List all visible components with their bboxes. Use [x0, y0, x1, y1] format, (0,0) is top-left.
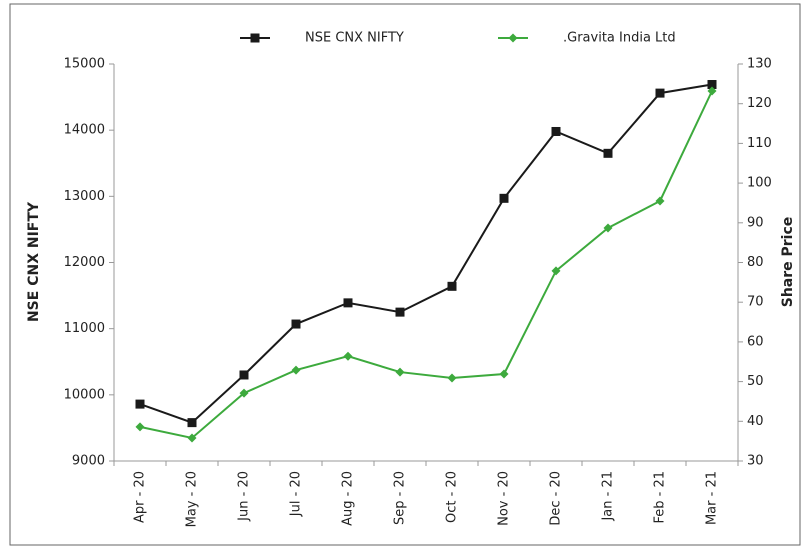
y2-tick-label: 110	[747, 136, 772, 151]
marker	[707, 86, 717, 96]
y-tick-label: 12000	[64, 255, 105, 270]
x-tick-label: Jul - 20	[289, 471, 304, 517]
x-tick-label: Oct - 20	[445, 471, 460, 523]
y2-tick-label: 50	[747, 374, 764, 389]
marker	[508, 33, 518, 43]
y2-tick-label: 70	[747, 295, 764, 310]
marker	[187, 433, 197, 443]
y-tick-label: 11000	[64, 321, 105, 336]
marker	[655, 88, 665, 98]
y2-tick-label: 130	[747, 57, 772, 72]
y-tick-label: 15000	[64, 57, 105, 72]
series-line	[139, 90, 713, 440]
marker	[499, 369, 509, 379]
marker	[603, 223, 613, 233]
y-tick-label: 13000	[64, 189, 105, 204]
frame	[9, 3, 801, 546]
y-tick-label: 14000	[64, 123, 105, 138]
marker	[239, 388, 249, 398]
x-tick-label: May - 20	[185, 471, 200, 527]
x-tick-label: Sep - 20	[393, 471, 408, 525]
marker	[291, 365, 301, 375]
y2-tick-label: 60	[747, 334, 764, 349]
marker	[603, 148, 613, 158]
x-tick-label: Dec - 20	[549, 471, 564, 526]
y-tick-label: 9000	[72, 454, 105, 469]
y2-axis-label: Share Price	[780, 217, 796, 308]
y2-tick-label: 80	[747, 255, 764, 270]
legend-label: NSE CNX NIFTY	[305, 31, 404, 46]
series-line	[139, 83, 713, 424]
y2-tick-label: 90	[747, 215, 764, 230]
marker	[135, 399, 145, 409]
marker	[343, 351, 353, 361]
marker	[447, 281, 457, 291]
x-tick-label: Jan - 21	[601, 471, 616, 522]
marker	[395, 367, 405, 377]
marker	[187, 418, 197, 428]
marker	[250, 33, 260, 43]
y-tick-label: 10000	[64, 387, 105, 402]
y-axis-label: NSE CNX NIFTY	[26, 201, 42, 322]
marker	[655, 196, 665, 206]
y2-tick-label: 40	[747, 414, 764, 429]
marker	[551, 266, 561, 276]
marker	[499, 193, 509, 203]
marker	[395, 307, 405, 317]
marker	[551, 126, 561, 136]
marker	[447, 373, 457, 383]
marker	[239, 370, 249, 380]
y2-tick-label: 100	[747, 176, 772, 191]
marker	[291, 319, 301, 329]
x-tick-label: Feb - 21	[653, 471, 668, 524]
x-tick-label: Jun - 20	[237, 471, 252, 522]
y2-tick-label: 30	[747, 454, 764, 469]
legend-label: .Gravita India Ltd	[563, 31, 676, 46]
marker	[343, 298, 353, 308]
x-tick-label: Nov - 20	[497, 471, 512, 526]
x-tick-label: Mar - 21	[705, 471, 720, 525]
y2-tick-label: 120	[747, 96, 772, 111]
x-tick-label: Aug - 20	[341, 471, 356, 526]
marker	[707, 80, 717, 90]
x-tick-label: Apr - 20	[133, 471, 148, 523]
marker	[135, 422, 145, 432]
